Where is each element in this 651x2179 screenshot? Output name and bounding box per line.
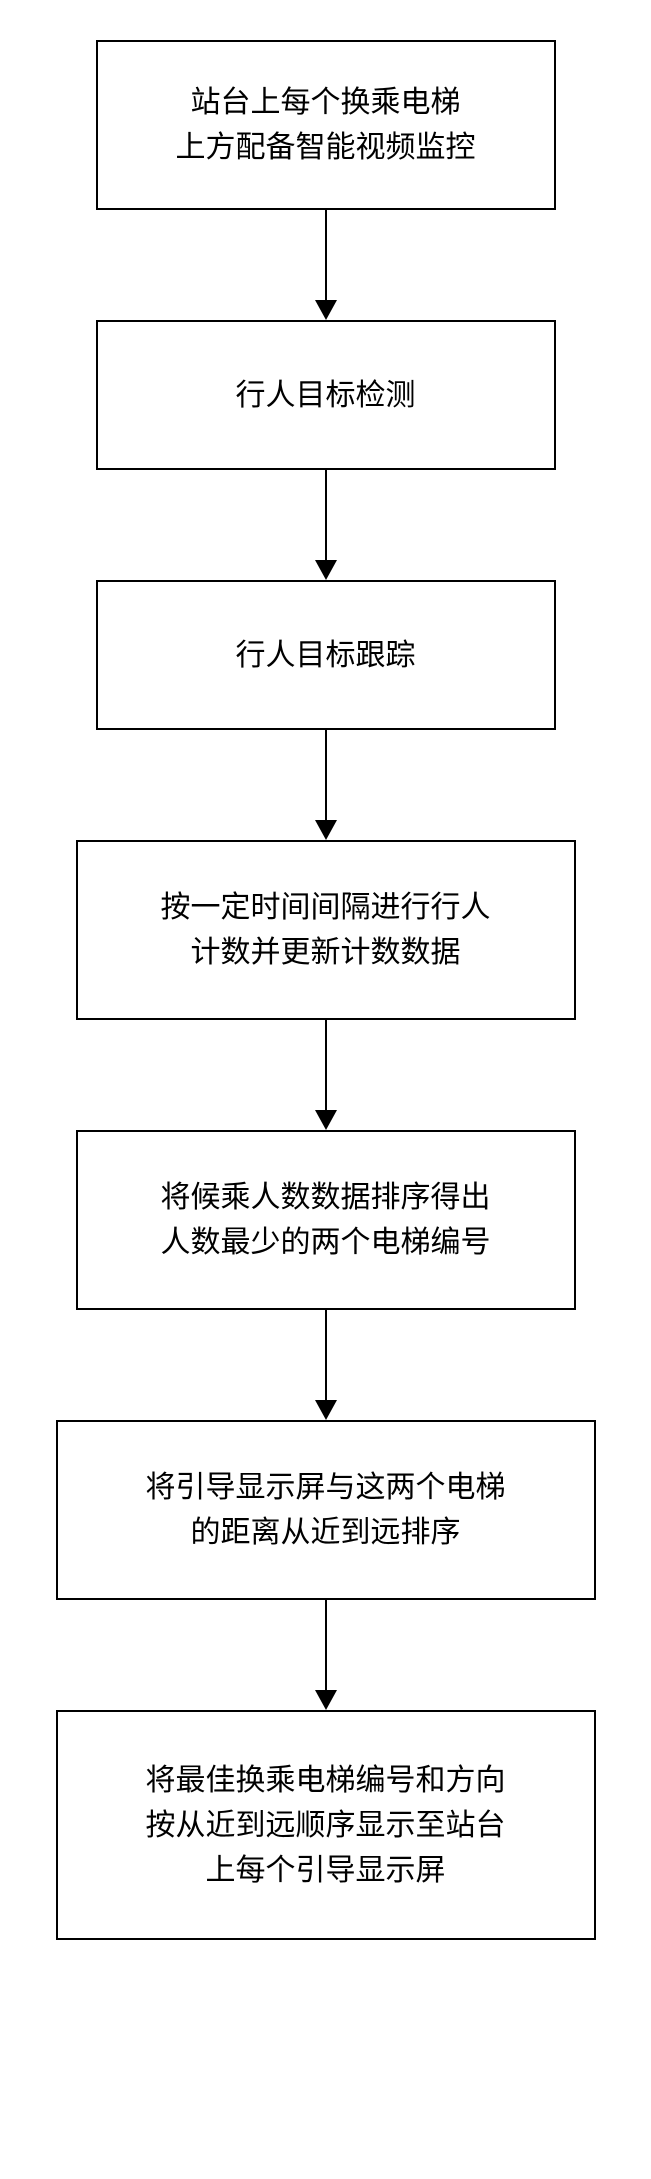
node-label: 行人目标检测	[236, 373, 416, 418]
flow-arrow	[315, 210, 337, 320]
flow-node: 行人目标检测	[96, 320, 556, 470]
arrow-shaft	[325, 1310, 327, 1400]
flow-node: 按一定时间间隔进行行人计数并更新计数数据	[76, 840, 576, 1020]
arrow-shaft	[325, 1020, 327, 1110]
flow-arrow	[315, 1310, 337, 1420]
node-label: 将引导显示屏与这两个电梯的距离从近到远排序	[146, 1465, 506, 1555]
node-label: 将最佳换乘电梯编号和方向按从近到远顺序显示至站台上每个引导显示屏	[146, 1758, 506, 1893]
arrow-head-icon	[315, 820, 337, 840]
flowchart-container: 站台上每个换乘电梯上方配备智能视频监控 行人目标检测 行人目标跟踪 按一定时间间…	[0, 40, 651, 1940]
arrow-shaft	[325, 470, 327, 560]
arrow-head-icon	[315, 300, 337, 320]
node-label: 将候乘人数数据排序得出人数最少的两个电梯编号	[161, 1175, 491, 1265]
node-label: 按一定时间间隔进行行人计数并更新计数数据	[161, 885, 491, 975]
node-label: 行人目标跟踪	[236, 633, 416, 678]
flow-node: 将引导显示屏与这两个电梯的距离从近到远排序	[56, 1420, 596, 1600]
arrow-shaft	[325, 210, 327, 300]
arrow-head-icon	[315, 560, 337, 580]
node-label: 站台上每个换乘电梯上方配备智能视频监控	[176, 80, 476, 170]
arrow-head-icon	[315, 1400, 337, 1420]
flow-node: 将候乘人数数据排序得出人数最少的两个电梯编号	[76, 1130, 576, 1310]
flow-node: 站台上每个换乘电梯上方配备智能视频监控	[96, 40, 556, 210]
arrow-head-icon	[315, 1110, 337, 1130]
flow-arrow	[315, 1020, 337, 1130]
flow-arrow	[315, 730, 337, 840]
flow-arrow	[315, 470, 337, 580]
arrow-shaft	[325, 1600, 327, 1690]
flow-arrow	[315, 1600, 337, 1710]
flow-node: 行人目标跟踪	[96, 580, 556, 730]
arrow-shaft	[325, 730, 327, 820]
arrow-head-icon	[315, 1690, 337, 1710]
flow-node: 将最佳换乘电梯编号和方向按从近到远顺序显示至站台上每个引导显示屏	[56, 1710, 596, 1940]
